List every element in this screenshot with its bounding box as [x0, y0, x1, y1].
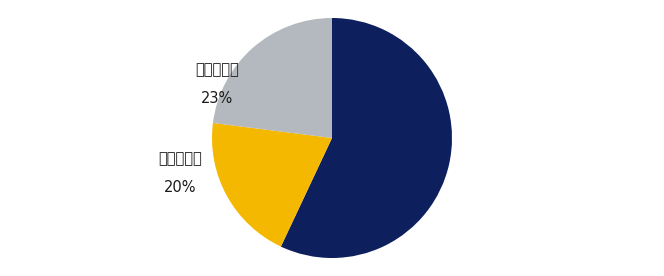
Text: 23%: 23%: [201, 91, 234, 106]
Text: 57%: 57%: [485, 161, 517, 176]
Wedge shape: [212, 123, 332, 246]
Text: わからない: わからない: [196, 62, 239, 77]
Wedge shape: [213, 18, 332, 138]
Text: あると思う: あると思う: [479, 132, 523, 147]
Wedge shape: [281, 18, 452, 258]
Text: ないと思う: ないと思う: [158, 151, 202, 166]
Text: 20%: 20%: [164, 180, 197, 195]
